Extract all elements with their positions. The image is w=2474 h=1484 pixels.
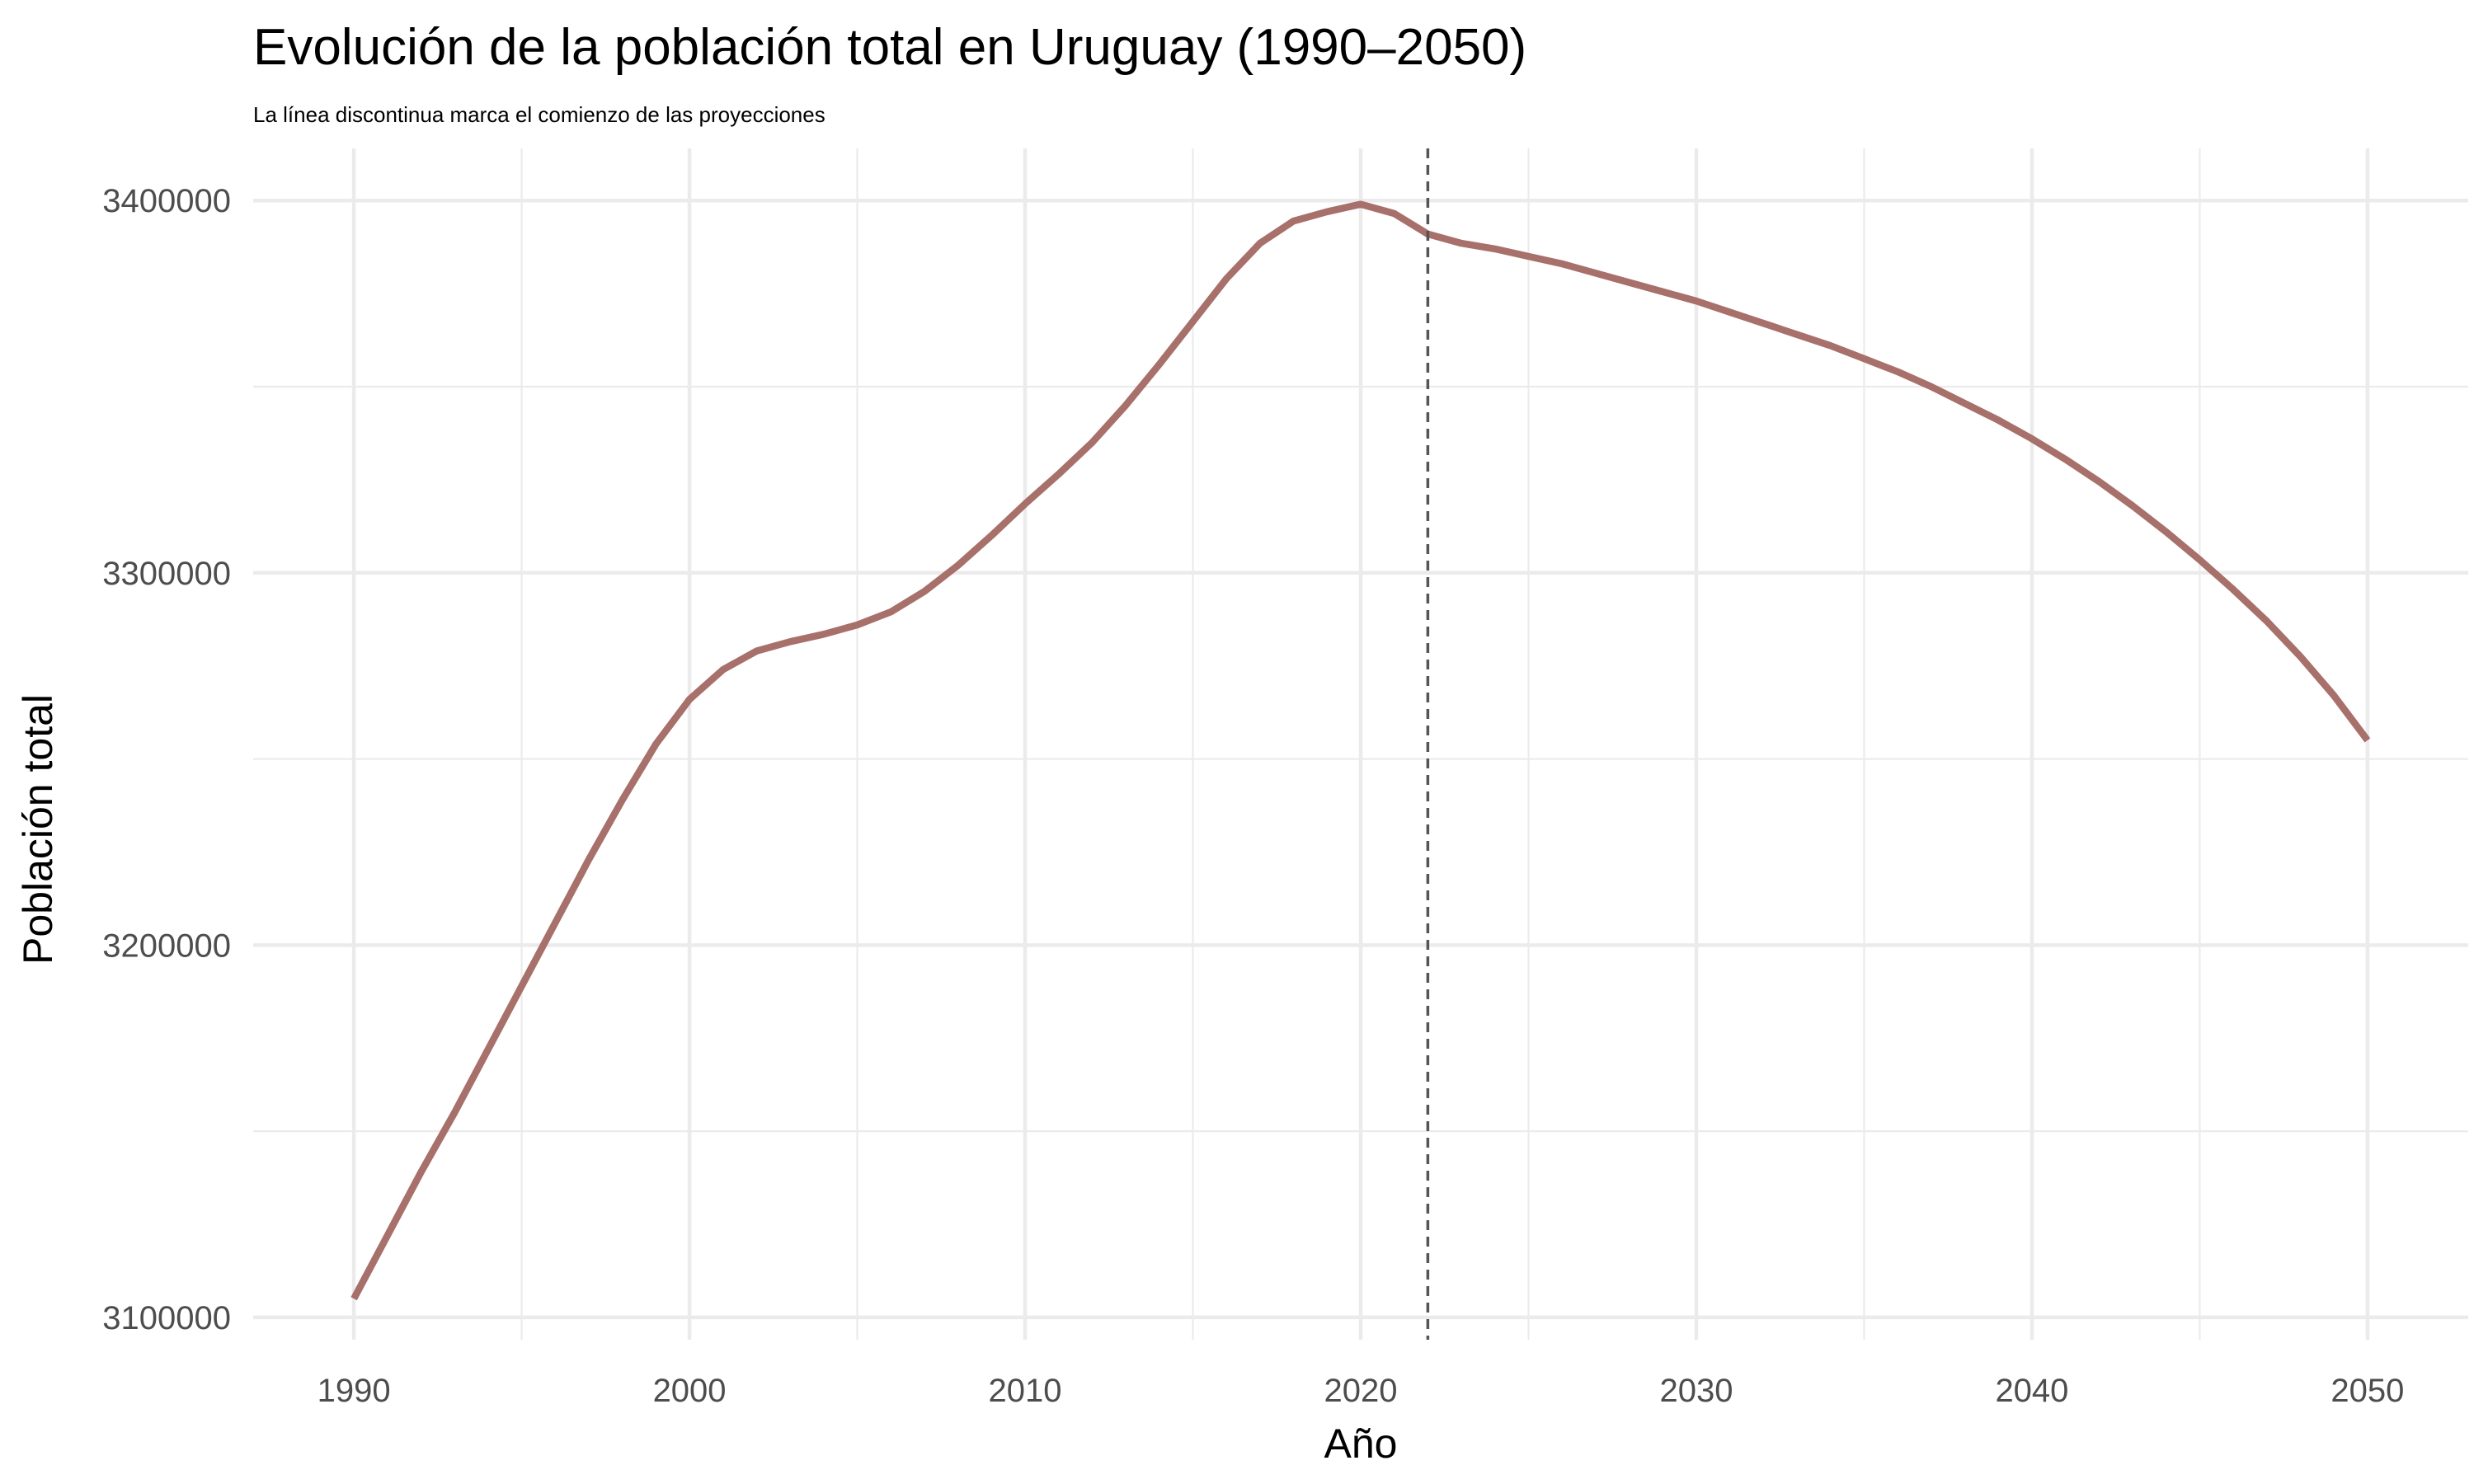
x-tick-label: 2010 [989,1373,1062,1409]
y-tick-label: 3200000 [102,928,231,964]
y-tick-label: 3400000 [102,183,231,219]
x-tick-label: 2000 [653,1373,727,1409]
x-tick-label: 2030 [1659,1373,1733,1409]
x-axis-title: Año [1324,1421,1398,1467]
major-gridlines [253,148,2468,1340]
chart-title: Evolución de la población total en Urugu… [253,19,1526,76]
series-layer [350,200,2371,1301]
y-axis-tick-labels: 3100000 3200000 3300000 3400000 [102,183,231,1336]
population-line [350,200,2371,1301]
y-tick-label: 3100000 [102,1300,231,1336]
x-tick-label: 1990 [317,1373,391,1409]
x-axis-tick-labels: 1990 2000 2010 2020 2030 2040 2050 [317,1373,2405,1409]
minor-gridlines [253,148,2468,1340]
y-axis-title: Población total [15,694,61,965]
x-tick-label: 2040 [1995,1373,2068,1409]
x-tick-label: 2020 [1324,1373,1398,1409]
x-tick-label: 2050 [2331,1373,2404,1409]
chart-subtitle: La línea discontinua marca el comienzo d… [253,102,825,127]
y-tick-label: 3300000 [102,556,231,592]
